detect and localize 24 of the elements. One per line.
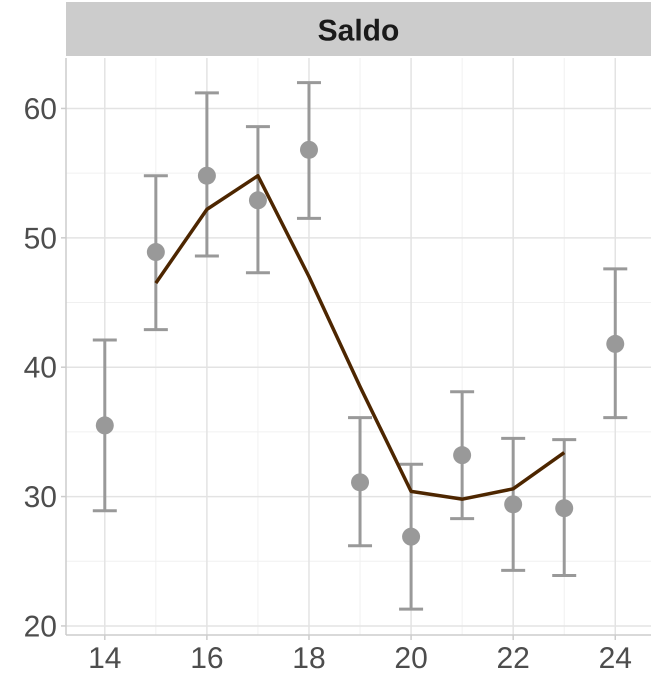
x-tick-label: 24	[598, 642, 632, 675]
point	[606, 334, 624, 353]
x-tick-label: 20	[394, 642, 428, 675]
point	[146, 243, 165, 262]
chart-title: Saldo	[318, 14, 400, 48]
y-tick-label: 50	[24, 222, 57, 256]
point	[351, 473, 370, 492]
point	[402, 528, 420, 546]
point	[504, 495, 522, 514]
point	[300, 140, 318, 159]
point	[198, 166, 216, 185]
point	[96, 416, 114, 434]
x-tick-label: 14	[88, 642, 122, 675]
x-tick-label: 16	[190, 642, 224, 675]
point	[453, 446, 472, 464]
x-tick-label: 22	[496, 642, 530, 675]
y-tick-label: 30	[24, 481, 57, 514]
point	[248, 191, 267, 210]
y-tick-label: 20	[24, 610, 57, 644]
point	[555, 499, 574, 518]
line-series	[154, 174, 566, 501]
y-tick-label: 40	[24, 352, 57, 385]
y-tick-label: 60	[24, 92, 57, 126]
x-tick-label: 18	[292, 642, 326, 675]
